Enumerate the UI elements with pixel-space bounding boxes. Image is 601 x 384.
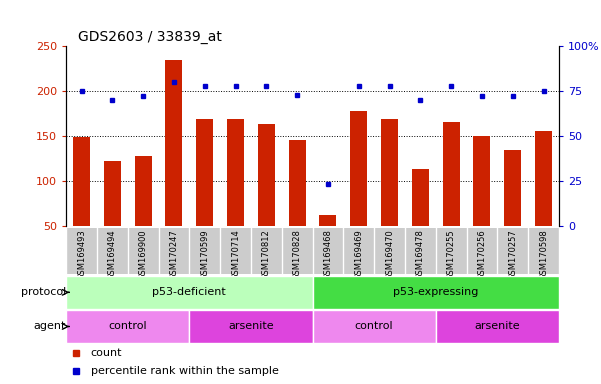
Text: control: control [355,321,394,331]
Text: GSM169470: GSM169470 [385,229,394,280]
Text: GSM169900: GSM169900 [139,229,148,280]
Bar [104,161,121,226]
Bar [227,119,244,226]
Text: GSM170714: GSM170714 [231,229,240,280]
Bar [313,276,559,308]
Text: GSM169468: GSM169468 [323,229,332,280]
Text: GSM169469: GSM169469 [354,229,363,280]
Bar [350,111,367,226]
Bar [504,150,521,226]
Bar [443,122,460,226]
Text: GSM169478: GSM169478 [416,229,425,280]
Bar [66,276,313,308]
Text: GDS2603 / 33839_at: GDS2603 / 33839_at [78,30,222,44]
Text: GSM170599: GSM170599 [200,229,209,280]
Text: GSM169493: GSM169493 [77,229,86,280]
Text: control: control [108,321,147,331]
Text: protocol: protocol [21,287,66,297]
Text: GSM169494: GSM169494 [108,229,117,280]
Text: GSM170257: GSM170257 [508,229,517,280]
Text: GSM170255: GSM170255 [447,229,456,280]
Text: arsenite: arsenite [228,321,273,331]
Text: GSM170247: GSM170247 [169,229,178,280]
Text: GSM170812: GSM170812 [262,229,271,280]
Bar [197,119,213,226]
Text: p53-expressing: p53-expressing [393,287,478,297]
Text: agent: agent [34,321,66,331]
Text: p53-deficient: p53-deficient [153,287,226,297]
Text: percentile rank within the sample: percentile rank within the sample [91,366,279,376]
Text: arsenite: arsenite [475,321,520,331]
Text: GSM170256: GSM170256 [477,229,486,280]
Bar [474,136,490,226]
Bar [436,310,559,343]
Bar [412,169,429,226]
Bar [73,137,90,226]
Bar [381,119,398,226]
Bar [320,215,337,226]
Text: count: count [91,348,122,358]
Bar [535,131,552,226]
Text: GSM170598: GSM170598 [539,229,548,280]
Bar [165,60,182,226]
Text: GSM170828: GSM170828 [293,229,302,280]
Bar [135,156,151,226]
Bar [313,310,436,343]
Bar [258,124,275,226]
Bar [66,310,189,343]
Bar [288,139,305,226]
Bar [189,310,313,343]
